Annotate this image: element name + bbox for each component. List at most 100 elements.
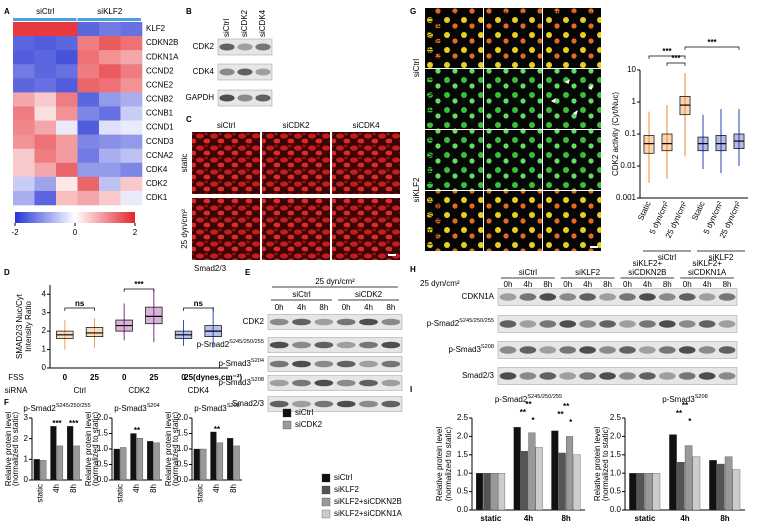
arrowhead: [588, 85, 593, 90]
bar: [558, 452, 566, 511]
heatmap-cell: [13, 106, 35, 121]
y-tick-label: 1.0: [177, 444, 189, 453]
x-tick-label: 8h: [229, 484, 238, 493]
legend-swatch: [321, 473, 331, 483]
lane-label: siCDK2: [240, 9, 249, 37]
blot-band: [359, 341, 378, 349]
image-column-label: siCtrl: [217, 121, 235, 130]
significance-label: *: [569, 418, 573, 427]
heatmap-cell: [99, 190, 121, 206]
heatmap-cell: [77, 176, 100, 192]
blot-band: [678, 293, 696, 301]
chart-title-main: p-Smad2: [495, 395, 528, 404]
blot-band: [579, 320, 596, 328]
row-label: CCNE2: [146, 80, 174, 89]
y-tick-label: 1.5: [610, 450, 622, 459]
y-tick-label: 0.0: [177, 475, 189, 484]
heatmap-cell: [56, 64, 78, 79]
blot-band: [698, 293, 716, 301]
blot-row-label: Smad2/3: [462, 371, 495, 380]
row-label: CCND1: [146, 123, 174, 132]
blot-band: [519, 293, 537, 301]
blot-band: [292, 360, 311, 368]
x-tick-label: 4h: [524, 514, 533, 523]
micrograph: [332, 198, 400, 260]
legend-label: siCtrl: [295, 408, 313, 417]
blot-row-label: p-Smad3S208: [448, 344, 494, 354]
heatmap-cell: [77, 64, 100, 79]
micrograph: [425, 69, 483, 129]
image-row-label: DHB-mVenus: [426, 136, 435, 184]
bar: [551, 430, 559, 511]
group-label: CDK2: [128, 386, 150, 395]
chart-title: p-Smad2S245/250/255: [23, 403, 90, 413]
column-group-label: siKLF2: [97, 7, 122, 16]
bar: [67, 426, 74, 481]
blot-band: [678, 320, 696, 328]
blot-strip: [497, 288, 738, 306]
y-tick-label: 4: [42, 289, 47, 298]
blot-band: [269, 379, 289, 387]
heatmap-cell: [120, 134, 143, 149]
heatmap-cell: [77, 120, 100, 135]
heatmap-cell: [77, 134, 100, 149]
heatmap-cell: [34, 148, 57, 164]
heatmap-cell: [56, 162, 78, 178]
significance-label: **: [520, 408, 527, 417]
y-axis-label: (normalized to static): [91, 412, 100, 487]
y-axis-label: (normalized to static): [444, 427, 453, 502]
blot-band: [599, 346, 616, 354]
micrograph: [262, 198, 330, 260]
y-tick-label: 0.0: [457, 505, 469, 514]
significance-bracket: [684, 46, 740, 50]
bar: [709, 460, 717, 511]
heatmap-cell: [34, 106, 57, 121]
x-tick-label: 4h: [132, 484, 141, 493]
y-tick-label: 1.5: [97, 429, 109, 438]
time-label: 4h: [297, 303, 306, 312]
heatmap-cell: [99, 64, 121, 79]
blot-band: [519, 346, 537, 354]
blot-band: [559, 320, 577, 328]
panel-label: F: [4, 398, 9, 407]
heatmap-cell: [99, 176, 121, 192]
y-tick-label: 0.5: [177, 460, 189, 469]
blot-band: [381, 318, 401, 326]
y-tick-label: 10: [627, 65, 636, 74]
blot-band: [336, 360, 356, 368]
bar: [210, 431, 217, 481]
blot-band: [499, 293, 517, 301]
y-tick-label: 0.0: [610, 505, 622, 514]
image-column-label: siCDK2: [282, 121, 310, 130]
blot-strip: [267, 396, 403, 412]
y-tick-label: 1.5: [177, 429, 189, 438]
chart-title-main: p-Smad2: [23, 404, 56, 413]
row-label: CCNA2: [146, 151, 174, 160]
heatmap-cell: [34, 134, 57, 149]
blot-row-label: p-Smad2S245/250/255: [427, 318, 494, 328]
y-tick-label: 0.5: [610, 487, 622, 496]
group-label: siCDKN2B: [628, 268, 666, 277]
bar: [521, 450, 529, 511]
time-label: 0h: [504, 280, 513, 289]
significance-label: **: [525, 400, 532, 409]
blot-band: [255, 68, 271, 76]
time-label: 0h: [342, 303, 351, 312]
heatmap-cell: [99, 162, 121, 178]
heatmap-cell: [99, 134, 121, 149]
significance-label: ns: [75, 299, 85, 308]
blot-band: [292, 400, 311, 408]
micrograph: [425, 191, 483, 251]
x-tick-label: Static: [636, 200, 653, 222]
y-axis-label: CDK2 activity (Cyt/Nuc): [611, 92, 620, 176]
blot-row-label-sup: S208: [481, 344, 494, 350]
y-axis-label: Relative protein level: [435, 427, 444, 501]
chart-title-sup: S204: [147, 403, 160, 409]
blot-row-label-sup: S245/250/255: [459, 318, 494, 324]
chart-title: p-Smad3S208: [662, 394, 708, 404]
heatmap-cell: [34, 92, 57, 107]
blot-band: [499, 372, 517, 380]
y-tick-label: 2: [42, 326, 47, 335]
heatmap-cell: [120, 190, 143, 206]
